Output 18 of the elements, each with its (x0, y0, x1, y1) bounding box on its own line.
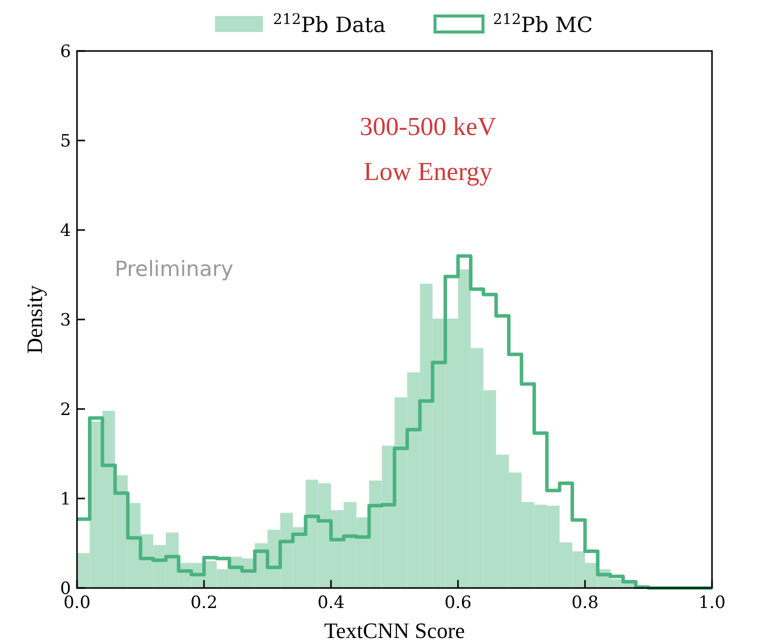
x-tick-label: 0.8 (571, 593, 599, 613)
annotation: 300-500 keV (360, 112, 496, 141)
legend-label: $^{212}$Pb Data (273, 10, 386, 37)
annotation: Low Energy (364, 157, 492, 186)
x-tick-label: 1.0 (698, 593, 726, 613)
legend-label: $^{212}$Pb MC (493, 10, 593, 37)
x-tick-label: 0.4 (317, 593, 345, 613)
y-tick-label: 6 (60, 42, 71, 62)
y-tick-label: 1 (60, 490, 71, 510)
y-axis-title: Density (22, 285, 47, 354)
y-tick-label: 3 (60, 310, 71, 330)
annotation: Preliminary (114, 257, 234, 281)
x-tick-label: 0.6 (444, 593, 472, 613)
x-tick-label: 0.2 (190, 593, 218, 613)
y-tick-label: 5 (60, 132, 71, 152)
y-tick-label: 4 (60, 221, 71, 241)
x-axis-title: TextCNN Score (324, 618, 465, 643)
y-tick-label: 2 (60, 400, 71, 420)
